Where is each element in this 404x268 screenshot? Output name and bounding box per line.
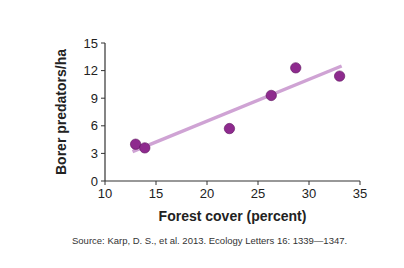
- x-tick-label: 35: [353, 186, 367, 201]
- y-tick: [101, 181, 105, 182]
- x-tick: [258, 181, 259, 185]
- data-point: [266, 90, 276, 100]
- x-axis-label: Forest cover (percent): [159, 208, 307, 224]
- x-tick-label: 20: [200, 186, 214, 201]
- x-tick-label: 30: [302, 186, 316, 201]
- y-axis-line: [104, 43, 105, 181]
- data-point: [291, 63, 301, 73]
- y-tick: [101, 125, 105, 126]
- x-tick-label: 25: [251, 186, 265, 201]
- y-tick: [101, 43, 105, 44]
- trend-line: [133, 66, 342, 152]
- x-tick-label: 15: [149, 186, 163, 201]
- y-tick-label: 6: [91, 118, 98, 133]
- source-note: Source: Karp, D. S., et al. 2013. Ecolog…: [72, 235, 347, 246]
- chart: 03691215101520253035Forest cover (percen…: [0, 0, 404, 268]
- data-point: [140, 143, 150, 153]
- y-tick: [101, 98, 105, 99]
- x-tick: [207, 181, 208, 185]
- plot-data: [130, 63, 344, 153]
- x-axis-line: [105, 180, 360, 181]
- y-tick-label: 3: [91, 146, 98, 161]
- x-tick-label: 10: [98, 186, 112, 201]
- y-tick-label: 9: [91, 91, 98, 106]
- x-tick: [309, 181, 310, 185]
- x-tick: [156, 181, 157, 185]
- data-point: [224, 123, 234, 133]
- x-tick: [360, 181, 361, 185]
- y-tick: [101, 153, 105, 154]
- data-point: [334, 71, 344, 81]
- y-axis-label: Borer predators/ha: [53, 49, 69, 175]
- x-tick: [105, 181, 106, 185]
- y-tick-label: 15: [84, 36, 98, 51]
- y-tick: [101, 70, 105, 71]
- y-tick-label: 12: [84, 63, 98, 78]
- data-point: [130, 139, 140, 149]
